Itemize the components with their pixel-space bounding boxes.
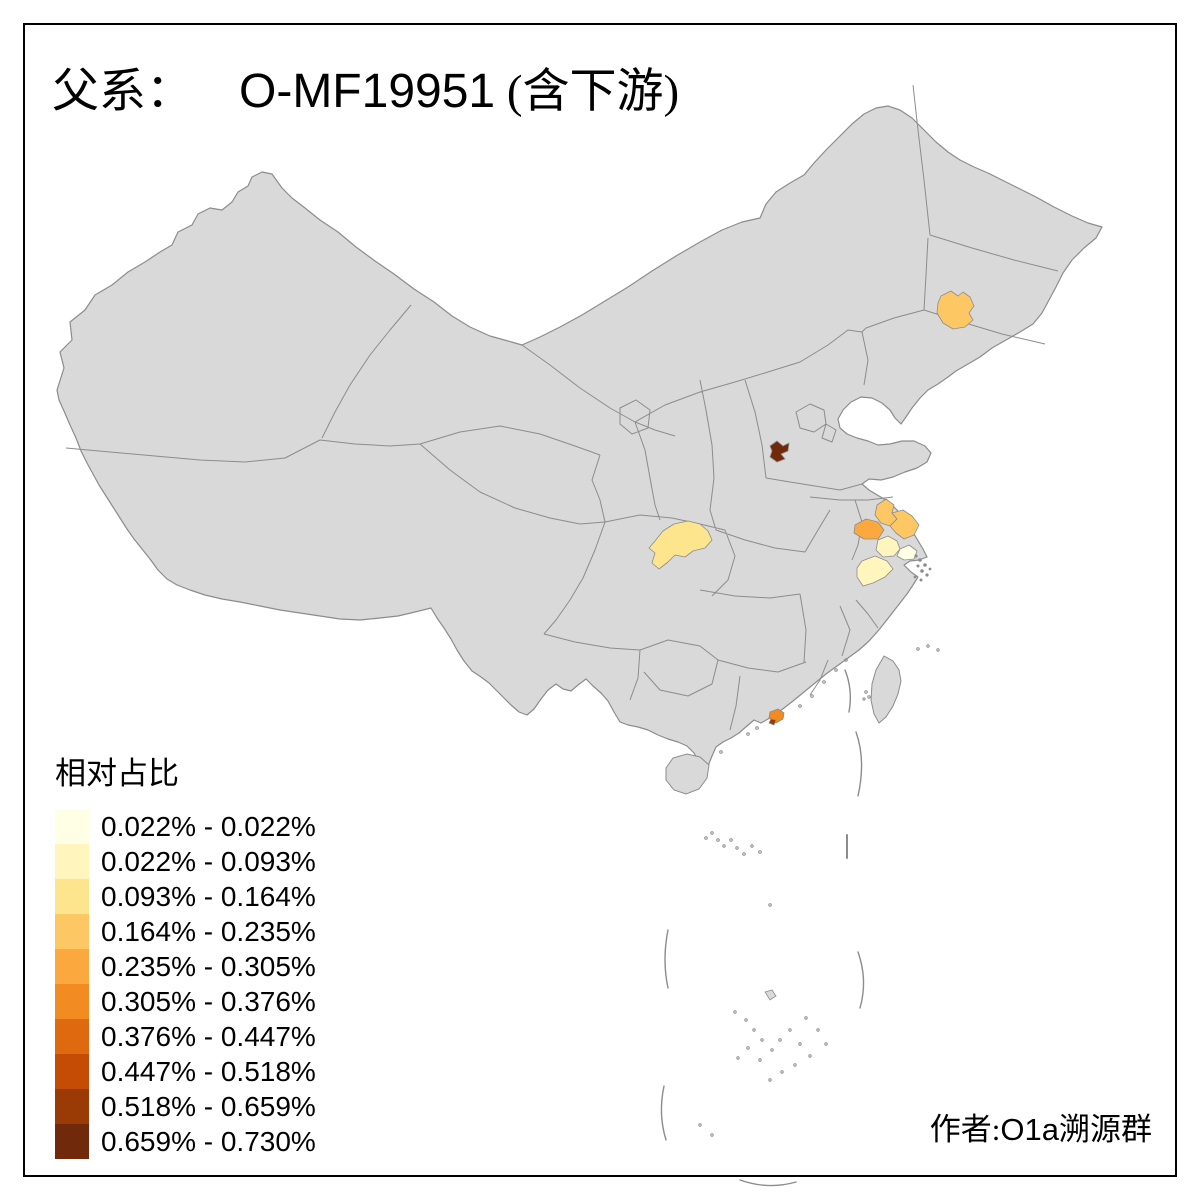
legend-swatch <box>55 1019 89 1054</box>
legend-label: 0.022% - 0.022% <box>101 810 316 842</box>
legend-swatch <box>55 1089 89 1124</box>
legend-label: 0.376% - 0.447% <box>101 1020 316 1052</box>
legend-row: 0.235% - 0.305% <box>55 949 316 984</box>
legend-swatch <box>55 1054 89 1089</box>
legend-row: 0.305% - 0.376% <box>55 984 316 1019</box>
legend-swatch <box>55 949 89 984</box>
choropleth-regions <box>648 290 975 726</box>
legend-label: 0.659% - 0.730% <box>101 1125 316 1157</box>
title-suffix: (含下游) <box>495 66 680 118</box>
legend-label: 0.305% - 0.376% <box>101 985 316 1017</box>
page-title: 父系： O-MF19951 (含下游) <box>52 52 679 121</box>
credit-group-latin: O1a <box>1000 1112 1059 1147</box>
legend-swatch <box>55 984 89 1019</box>
legend-title: 相对占比 <box>55 756 179 791</box>
legend-row: 0.518% - 0.659% <box>55 1089 316 1124</box>
small-gray-island <box>764 989 777 1001</box>
plot-border-frame <box>23 23 1177 1177</box>
legend-row: 0.659% - 0.730% <box>55 1124 316 1159</box>
legend-label: 0.235% - 0.305% <box>101 950 316 982</box>
credit-prefix: 作者: <box>929 1112 1001 1147</box>
legend-swatch <box>55 879 89 914</box>
legend-label: 0.164% - 0.235% <box>101 915 316 947</box>
legend-label: 0.022% - 0.093% <box>101 845 316 877</box>
province-borders <box>65 84 1059 731</box>
choropleth-region-north-dark <box>769 440 790 463</box>
author-credit: 作者:O1a溯源群 <box>930 1104 1152 1149</box>
choropleth-region-east-pale <box>875 535 901 558</box>
choropleth-region-central-yellow <box>648 520 713 570</box>
choropleth-region-northeast <box>936 290 975 330</box>
legend-row: 0.022% - 0.022% <box>55 809 316 844</box>
title-prefix: 父系： <box>52 66 193 118</box>
island-dots <box>698 644 940 1137</box>
taiwan-island <box>870 655 902 724</box>
choropleth-region-east-cream <box>896 544 918 561</box>
title-haplogroup: O-MF19951 <box>239 65 496 118</box>
legend-rows: 0.022% - 0.022% 0.022% - 0.093% 0.093% -… <box>55 809 316 1159</box>
legend-row: 0.093% - 0.164% <box>55 879 316 914</box>
credit-group-cjk: 溯源群 <box>1059 1112 1152 1147</box>
legend: 相对占比 0.022% - 0.022% 0.022% - 0.093% 0.0… <box>55 748 316 1159</box>
legend-row: 0.376% - 0.447% <box>55 1019 316 1054</box>
legend-swatch <box>55 1124 89 1159</box>
choropleth-region-southeast-pale <box>856 555 894 587</box>
sea-boundary-arcs <box>660 669 865 1187</box>
choropleth-region-east-orange <box>853 518 885 540</box>
choropleth-region-south-dark <box>768 718 777 726</box>
legend-swatch <box>55 914 89 949</box>
legend-label: 0.518% - 0.659% <box>101 1090 316 1122</box>
mainland-outline <box>56 105 1103 771</box>
choropleth-region-east-coastal <box>889 509 920 540</box>
legend-label: 0.093% - 0.164% <box>101 880 316 912</box>
legend-swatch <box>55 809 89 844</box>
legend-row: 0.164% - 0.235% <box>55 914 316 949</box>
legend-row: 0.022% - 0.093% <box>55 844 316 879</box>
legend-label: 0.447% - 0.518% <box>101 1055 316 1087</box>
legend-row: 0.447% - 0.518% <box>55 1054 316 1089</box>
legend-swatch <box>55 844 89 879</box>
hainan-island <box>665 753 710 795</box>
islets-cluster <box>913 554 932 582</box>
